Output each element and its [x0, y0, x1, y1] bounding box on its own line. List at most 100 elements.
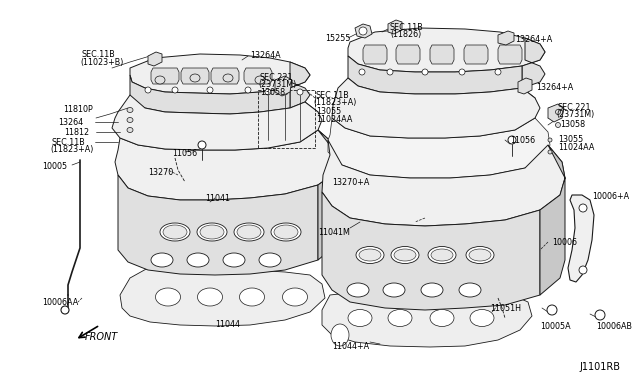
Text: 11810P: 11810P [63, 105, 93, 114]
Polygon shape [318, 130, 340, 260]
Text: 11024AA: 11024AA [558, 143, 595, 152]
Circle shape [579, 204, 587, 212]
Circle shape [297, 89, 303, 95]
Polygon shape [120, 268, 325, 326]
Text: 11044+A: 11044+A [332, 342, 369, 351]
Polygon shape [540, 145, 565, 295]
Polygon shape [518, 78, 532, 94]
Ellipse shape [163, 225, 187, 239]
Text: 10006AA: 10006AA [42, 298, 78, 307]
Circle shape [359, 27, 367, 35]
Ellipse shape [237, 225, 261, 239]
Polygon shape [322, 140, 565, 226]
Text: 11056: 11056 [510, 136, 535, 145]
Polygon shape [396, 45, 420, 64]
Text: SEC.11B: SEC.11B [390, 23, 424, 32]
Circle shape [422, 69, 428, 75]
Polygon shape [348, 56, 522, 94]
Polygon shape [328, 118, 550, 178]
Ellipse shape [466, 247, 494, 263]
Polygon shape [148, 52, 162, 66]
Text: 13264A: 13264A [250, 51, 280, 60]
Circle shape [495, 69, 501, 75]
Circle shape [282, 89, 288, 95]
Ellipse shape [223, 253, 245, 267]
Polygon shape [348, 28, 545, 72]
Ellipse shape [155, 76, 165, 84]
Text: 11024AA: 11024AA [316, 115, 353, 124]
Ellipse shape [548, 150, 552, 154]
Circle shape [145, 87, 151, 93]
Text: (11823+A): (11823+A) [50, 145, 93, 154]
Text: (11023+B): (11023+B) [80, 58, 124, 67]
Polygon shape [305, 102, 318, 160]
Text: 13055: 13055 [558, 135, 583, 144]
Polygon shape [388, 20, 402, 34]
Text: 13264+A: 13264+A [536, 83, 573, 92]
Ellipse shape [274, 225, 298, 239]
Text: SEC.11B: SEC.11B [315, 91, 349, 100]
Circle shape [277, 87, 283, 93]
Text: 10005: 10005 [42, 162, 67, 171]
Ellipse shape [190, 74, 200, 82]
Ellipse shape [160, 223, 190, 241]
Polygon shape [498, 31, 514, 45]
Text: (23731M): (23731M) [258, 80, 296, 89]
Text: 10006AB: 10006AB [596, 322, 632, 331]
Ellipse shape [198, 288, 223, 306]
Text: J1101RB: J1101RB [579, 362, 620, 372]
Ellipse shape [383, 283, 405, 297]
Polygon shape [151, 68, 179, 84]
Text: (23731M): (23731M) [556, 110, 595, 119]
Text: SEC.11B: SEC.11B [82, 50, 116, 59]
Ellipse shape [223, 74, 233, 82]
Circle shape [459, 69, 465, 75]
Circle shape [595, 310, 605, 320]
Ellipse shape [428, 247, 456, 263]
Polygon shape [332, 78, 540, 138]
Ellipse shape [331, 324, 349, 346]
Circle shape [387, 69, 393, 75]
Circle shape [61, 306, 69, 314]
Ellipse shape [347, 283, 369, 297]
Text: 13055: 13055 [316, 107, 341, 116]
Ellipse shape [234, 223, 264, 241]
Polygon shape [118, 175, 318, 275]
Ellipse shape [459, 283, 481, 297]
Ellipse shape [394, 249, 416, 261]
Circle shape [265, 89, 271, 95]
Ellipse shape [255, 76, 265, 84]
Polygon shape [244, 68, 272, 84]
Ellipse shape [187, 253, 209, 267]
Ellipse shape [556, 109, 561, 115]
Ellipse shape [391, 247, 419, 263]
Ellipse shape [151, 253, 173, 267]
Ellipse shape [282, 288, 307, 306]
Text: (11823+A): (11823+A) [313, 98, 356, 107]
Polygon shape [568, 195, 594, 282]
Polygon shape [115, 130, 340, 200]
Ellipse shape [470, 310, 494, 327]
Polygon shape [130, 54, 310, 94]
Text: SEC.11B: SEC.11B [52, 138, 86, 147]
Polygon shape [322, 192, 540, 310]
Text: 15255: 15255 [325, 34, 351, 43]
Ellipse shape [548, 138, 552, 142]
Ellipse shape [359, 249, 381, 261]
Text: 11044: 11044 [215, 320, 240, 329]
Polygon shape [363, 45, 387, 64]
Ellipse shape [239, 288, 264, 306]
Ellipse shape [469, 249, 491, 261]
Polygon shape [430, 45, 454, 64]
Ellipse shape [127, 108, 133, 112]
Circle shape [359, 69, 365, 75]
Text: 10006+A: 10006+A [592, 192, 629, 201]
Circle shape [207, 87, 213, 93]
Circle shape [172, 87, 178, 93]
Text: (11826): (11826) [390, 30, 421, 39]
Text: 13264: 13264 [58, 118, 83, 127]
Ellipse shape [197, 223, 227, 241]
Circle shape [508, 136, 516, 144]
Ellipse shape [430, 310, 454, 327]
Text: 13264+A: 13264+A [515, 35, 552, 44]
